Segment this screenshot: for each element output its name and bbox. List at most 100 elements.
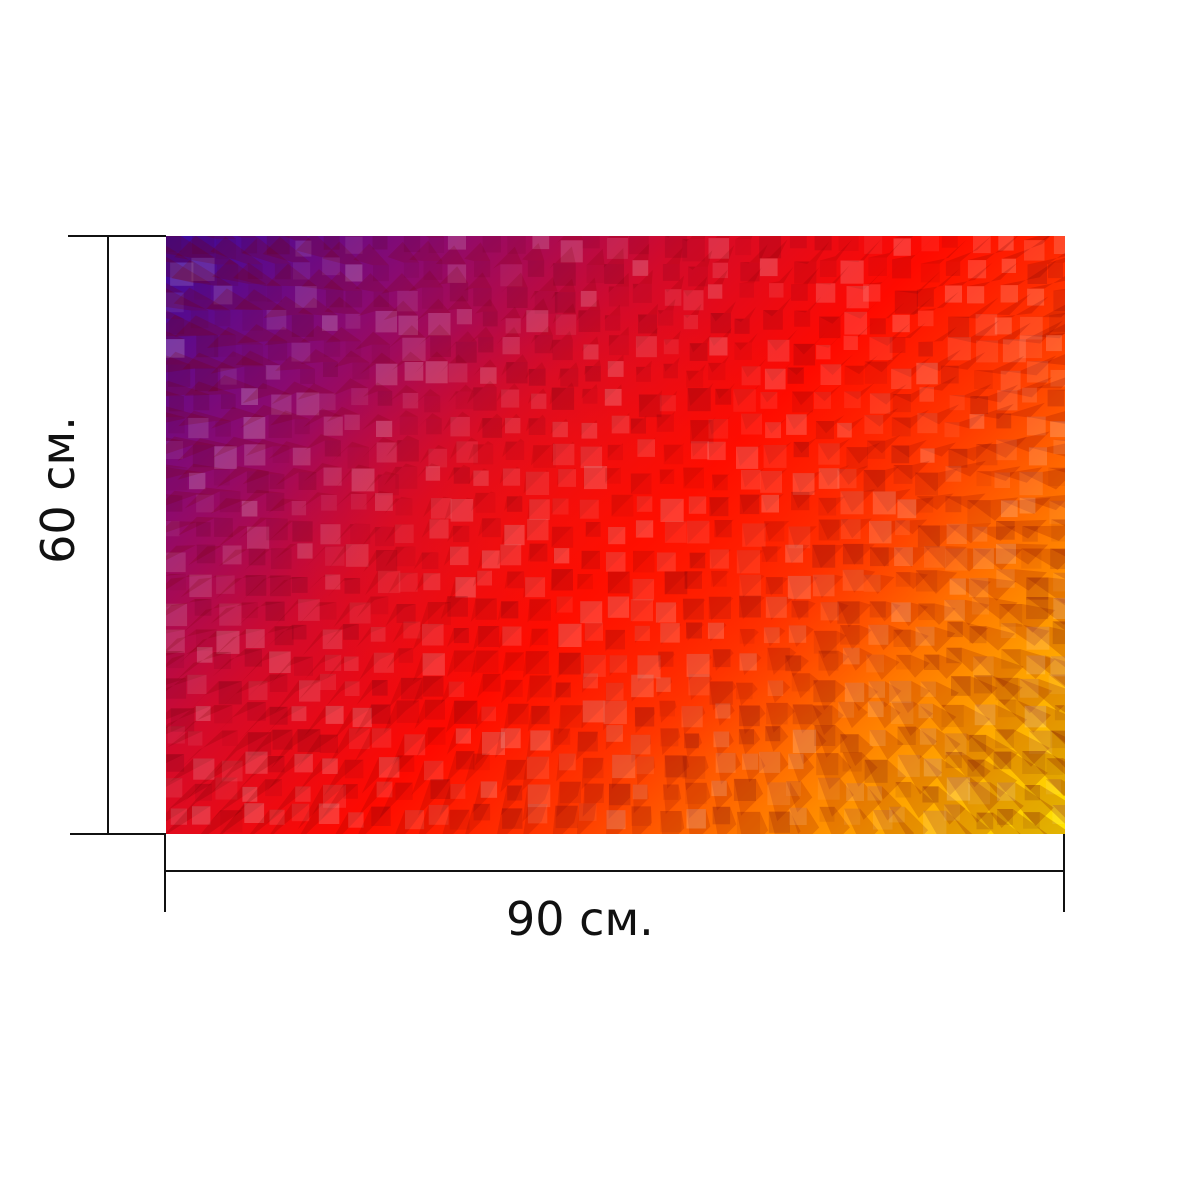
cube-face <box>813 630 837 654</box>
cube-shadow <box>1026 655 1065 686</box>
cube-shadow <box>549 330 573 352</box>
cube-shadow <box>447 295 472 311</box>
cube-face <box>168 318 185 335</box>
cube-face <box>325 546 345 566</box>
cube-shadow <box>478 517 501 537</box>
cube-face <box>840 491 864 515</box>
cube-face <box>1049 500 1065 524</box>
cube-shadow <box>967 497 1019 521</box>
cube-shadow <box>166 490 214 506</box>
cube-shadow <box>390 734 426 769</box>
cube-face <box>395 524 414 544</box>
cube-face <box>734 342 752 360</box>
cube-shadow <box>301 269 344 290</box>
cube-shadow <box>689 552 707 569</box>
cube-face <box>169 573 186 591</box>
cube-face <box>872 810 893 830</box>
cube-shadow <box>689 334 711 353</box>
cube-face <box>920 448 935 463</box>
cube-face <box>325 705 344 724</box>
cube-shadow <box>714 519 734 537</box>
cube-shadow <box>219 803 265 834</box>
cube-shadow <box>734 306 756 323</box>
cube-shadow <box>788 753 815 783</box>
cube-shadow <box>384 496 413 514</box>
cube-shadow <box>632 269 653 290</box>
cube-face <box>709 337 728 356</box>
cube-face <box>711 570 727 587</box>
cube-face <box>370 627 386 642</box>
cube-face <box>168 396 184 412</box>
cube-shadow <box>166 808 187 822</box>
cube-face <box>969 626 987 644</box>
cube-shadow <box>174 236 239 265</box>
cube-face <box>351 493 367 510</box>
cube-shadow <box>414 351 448 374</box>
cube-face <box>500 728 521 749</box>
cube-face <box>1047 389 1065 407</box>
cube-face <box>395 466 418 489</box>
cube-face <box>551 387 575 410</box>
cube-shadow <box>707 269 728 285</box>
cube-face <box>633 550 655 573</box>
cube-shadow <box>385 603 416 627</box>
cube-face <box>214 310 231 327</box>
cube-shadow <box>550 569 574 592</box>
cube-face <box>453 628 469 644</box>
cube-shadow <box>685 622 704 641</box>
cube-shadow <box>996 431 1050 452</box>
cube-shadow <box>496 383 520 402</box>
cube-face <box>376 442 397 463</box>
cube-shadow <box>969 626 1016 651</box>
cube-shadow <box>891 602 929 627</box>
cube-face <box>1024 785 1040 801</box>
cube-face <box>1050 369 1065 387</box>
cube-shadow <box>945 548 992 572</box>
cube-face <box>655 602 677 623</box>
cube-face <box>840 260 864 284</box>
cube-shadow <box>967 759 1018 798</box>
cube-face <box>297 543 313 559</box>
cube-face <box>430 336 451 357</box>
cube-face <box>1054 705 1065 721</box>
cube-face <box>166 292 184 313</box>
cube-shadow <box>630 415 647 431</box>
cube-shadow <box>326 656 359 680</box>
cube-face <box>766 702 788 725</box>
cube-shadow <box>210 751 268 795</box>
cube-face <box>219 603 242 626</box>
cube-face <box>271 548 292 570</box>
cube-face <box>792 473 815 495</box>
cube-shadow <box>271 381 320 405</box>
cube-shadow <box>359 652 394 680</box>
cube-face <box>454 650 476 672</box>
cube-face <box>760 392 778 409</box>
cube-face <box>403 621 421 639</box>
cube-face <box>553 263 576 286</box>
cube-face <box>297 729 321 753</box>
cube-shadow <box>577 574 593 590</box>
cube-face <box>844 391 861 409</box>
cube-shadow <box>1053 597 1065 606</box>
cube-shadow <box>994 467 1043 483</box>
cube-shadow <box>325 624 359 646</box>
cube-face <box>994 472 1010 488</box>
cube-face <box>863 574 881 592</box>
cube-face <box>428 448 448 468</box>
cube-face <box>482 236 501 253</box>
cube-face <box>447 596 468 617</box>
cube-shadow <box>388 677 423 708</box>
cube-shadow <box>712 245 735 263</box>
cube-face <box>216 575 235 594</box>
cube-shadow <box>166 283 184 293</box>
cube-shadow <box>838 701 868 729</box>
cube-shadow <box>297 383 336 400</box>
cube-face <box>975 314 998 336</box>
cube-shadow <box>664 521 688 543</box>
cube-face <box>787 367 804 384</box>
cube-face <box>474 261 491 278</box>
cube-face <box>792 704 813 725</box>
cube-shadow <box>525 518 549 541</box>
cube-shadow <box>969 734 1019 770</box>
